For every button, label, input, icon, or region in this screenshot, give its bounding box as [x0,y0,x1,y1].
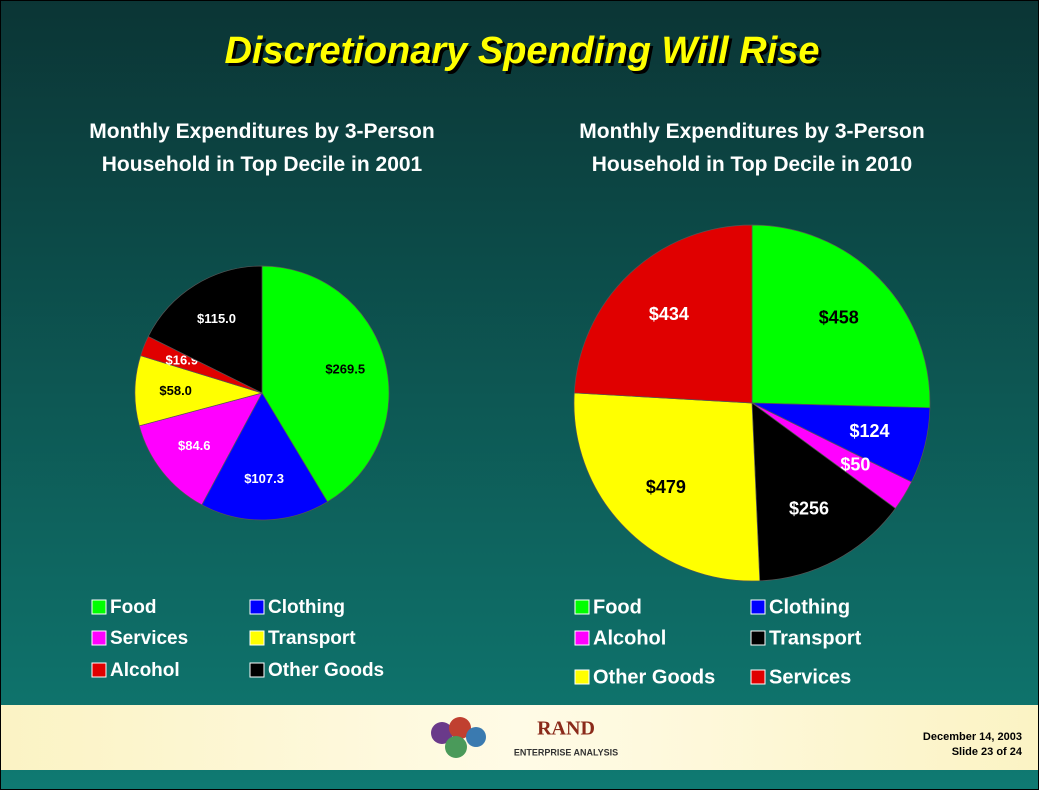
date: December 14, 2003 [923,731,1022,743]
legend-label: Alcohol [110,660,180,681]
chart-title: Monthly Expenditures by 3-Person Househo… [89,120,435,176]
legend-swatch [574,599,590,615]
data-label: $458 [819,307,859,327]
pie-slice [751,402,896,582]
legend-label: Services [769,666,851,688]
pie-slice [261,265,390,503]
legend-label: Clothing [268,597,345,618]
pie-slice [201,392,328,521]
data-label: $479 [646,477,686,497]
legend-swatch [574,669,590,685]
data-label: $256 [789,499,829,519]
pie-slice [573,392,761,582]
slide-number: Slide 23 of 24 [952,746,1023,758]
legend-label: Services [110,628,188,649]
pie-slice [138,392,263,506]
legend-label: Alcohol [593,627,666,649]
legend-swatch [750,599,766,615]
footer-band [1,705,1038,770]
data-label: $84.6 [178,438,211,453]
pie-slice [147,265,263,394]
legend-swatch [91,630,107,646]
legend-swatch [249,599,265,615]
legend-label: Other Goods [268,660,384,681]
legend-swatch [249,662,265,678]
legend-swatch [91,599,107,615]
data-label: $50 [840,455,870,475]
legend-label: Transport [769,627,862,649]
slide-title: Discretionary Spending Will Rise [224,30,819,72]
chart-title: Monthly Expenditures by 3-Person Househo… [579,120,925,176]
legend-swatch [249,630,265,646]
data-label: $434 [649,304,689,324]
legend-swatch [750,630,766,646]
data-label: $107.3 [244,471,284,486]
title-shadow: Discretionary Spending Will Rise [227,33,822,75]
legend-label: Food [593,596,642,618]
legend-swatch [91,662,107,678]
legend-label: Transport [268,628,356,649]
data-label: $124 [849,421,889,441]
legend-label: Clothing [769,596,850,618]
pie-slice [751,224,931,409]
pie-slice [573,224,753,404]
logo: RAND [537,718,595,740]
legend-swatch [750,669,766,685]
data-label: $269.5 [325,361,365,376]
legend-swatch [574,630,590,646]
legend-label: Food [110,597,156,618]
legend-label: Other Goods [593,666,715,688]
data-label: $58.0 [159,383,192,398]
data-label: $115.0 [197,311,236,326]
logo-subtitle: ENTERPRISE ANALYSIS [514,747,618,757]
logo-icon [431,717,486,758]
